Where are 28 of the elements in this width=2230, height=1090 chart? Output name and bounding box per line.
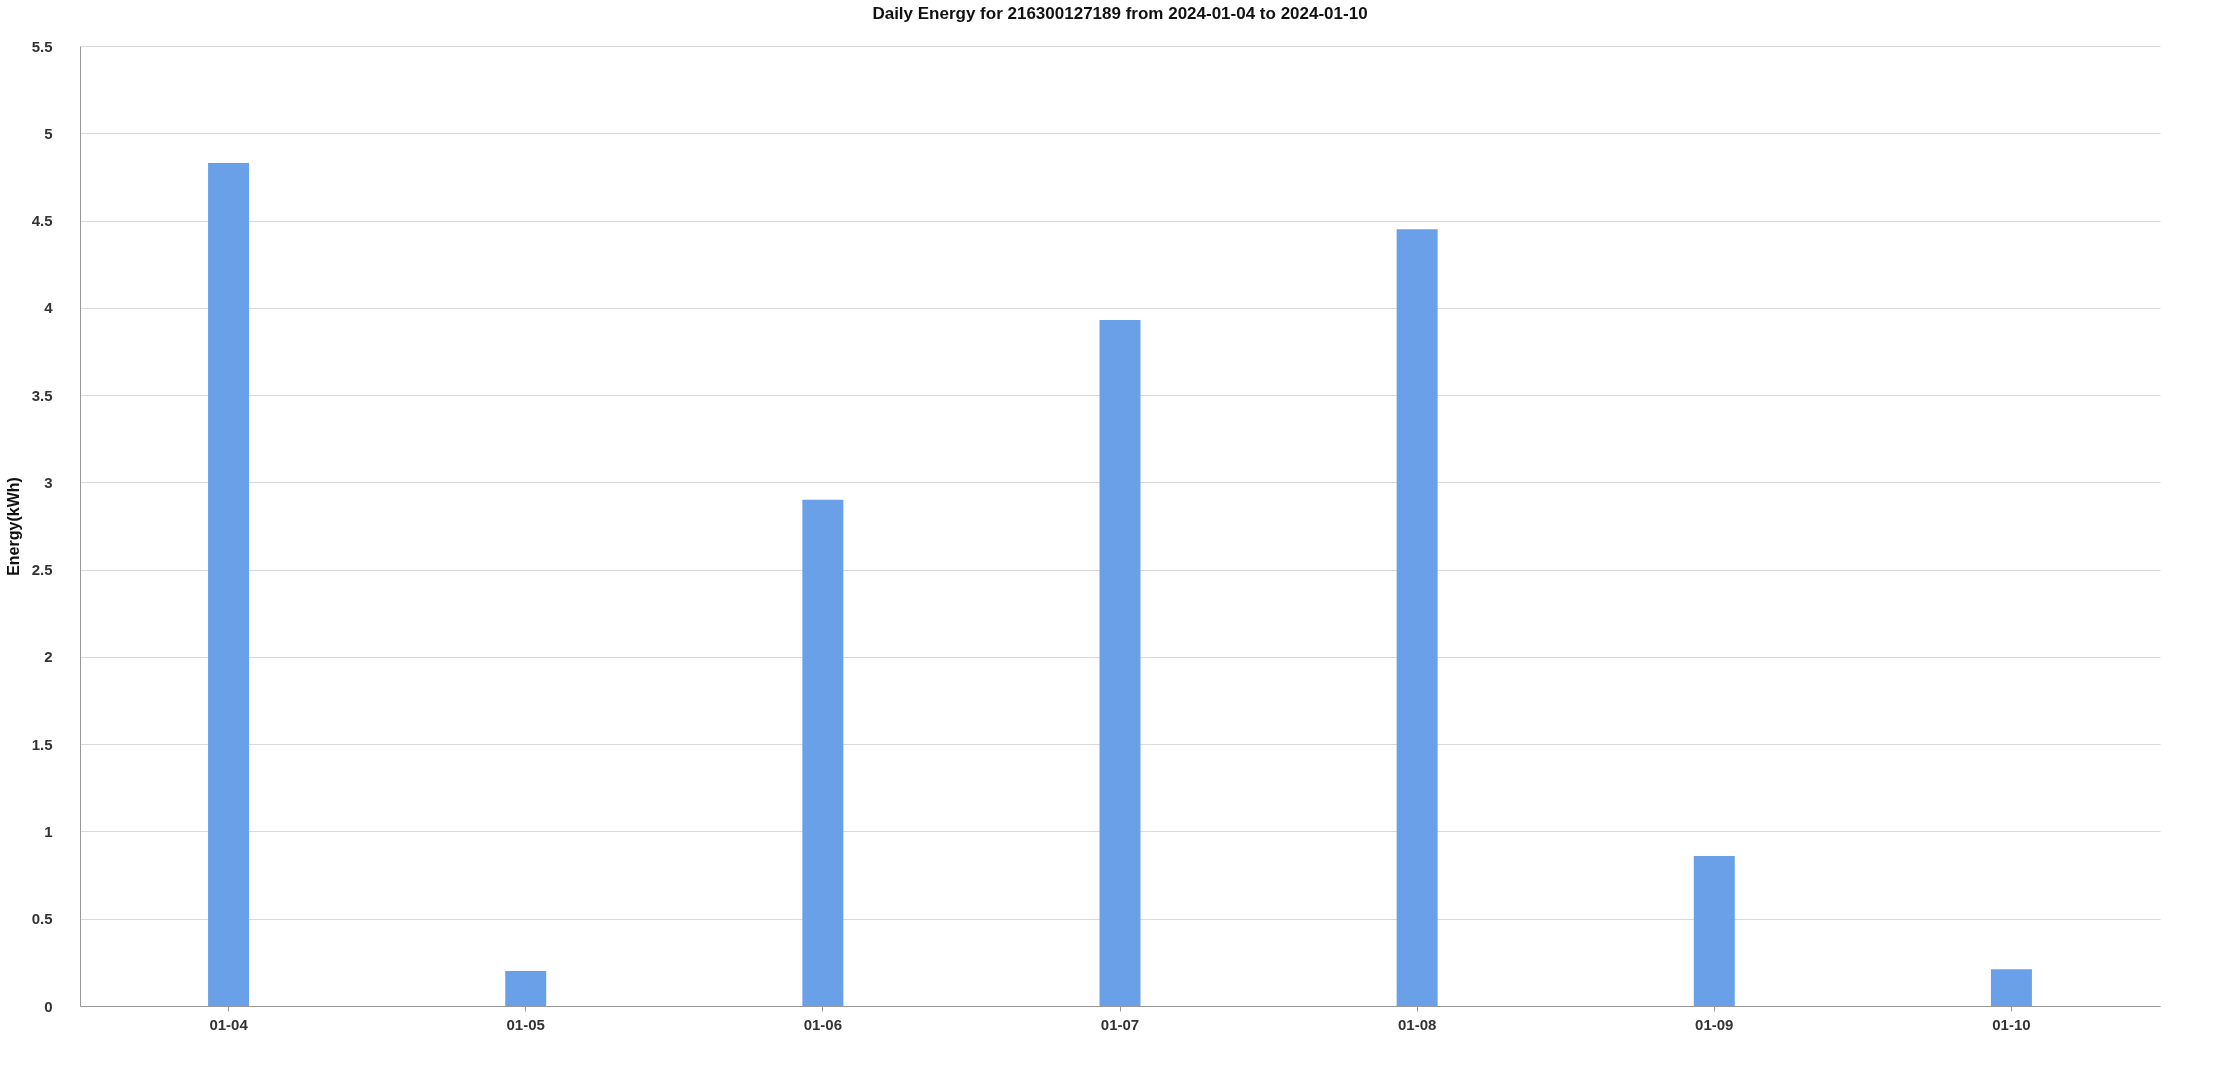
y-tick-label: 1 [44, 822, 53, 840]
y-tick-label: 2 [44, 648, 53, 666]
x-tick-label: 01-06 [803, 1015, 843, 1033]
y-tick-label: 2.5 [31, 561, 53, 579]
y-tick-label: 1.5 [31, 735, 53, 753]
bar [1396, 229, 1438, 1006]
y-tick-label: 0 [44, 997, 53, 1015]
y-tick-label: 5 [44, 124, 53, 142]
y-tick-label: 3.5 [31, 386, 53, 404]
y-tick-label: 4 [44, 299, 54, 317]
x-tick-label: 01-07 [1100, 1015, 1140, 1033]
bar [1099, 320, 1141, 1006]
chart-title: Daily Energy for 216300127189 from 2024-01-04 to 2024-01-10 [872, 4, 1368, 23]
bar [1693, 855, 1735, 1006]
x-tick-label: 01-04 [209, 1015, 249, 1033]
y-tick-label: 3 [44, 473, 53, 491]
y-tick-label: 0.5 [31, 910, 53, 928]
y-tick-label: 5.5 [31, 37, 53, 55]
x-tick-label: 01-05 [506, 1015, 545, 1033]
bar [505, 971, 547, 1006]
x-tick-label: 01-10 [1992, 1015, 2031, 1033]
bar [208, 162, 250, 1006]
y-tick-label: 4.5 [31, 212, 53, 230]
x-tick-label: 01-09 [1695, 1015, 1734, 1033]
x-tick-label: 01-08 [1397, 1015, 1437, 1033]
y-axis-title: Energy(kWh) [4, 477, 22, 576]
bar [802, 499, 844, 1006]
bar [1990, 969, 2032, 1006]
